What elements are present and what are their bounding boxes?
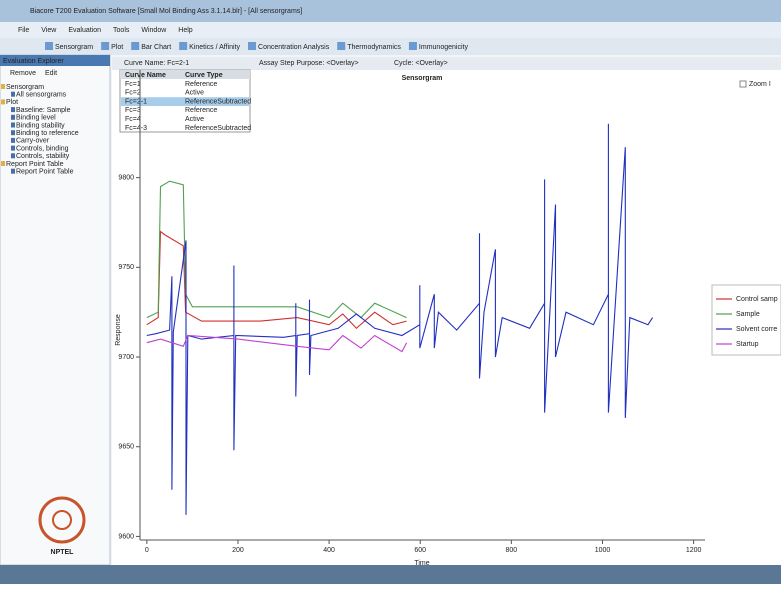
- tree-icon: [1, 84, 5, 89]
- menu-item[interactable]: File: [18, 27, 29, 34]
- toolbar-icon: [337, 42, 345, 50]
- explorer-button[interactable]: Remove: [10, 70, 36, 77]
- tree-icon: [11, 92, 15, 97]
- filter[interactable]: Curve Name: Fc=2-1: [124, 60, 189, 67]
- table-cell[interactable]: Fc=1: [125, 81, 141, 88]
- legend-label: Startup: [736, 341, 759, 348]
- x-tick-label: 400: [323, 547, 335, 554]
- tree-item[interactable]: Report Point Table: [6, 161, 64, 168]
- y-tick-label: 9600: [118, 533, 134, 540]
- chart-area: [112, 57, 781, 565]
- tree-item[interactable]: Sensorgram: [6, 84, 44, 91]
- tree-item[interactable]: Binding stability: [16, 122, 65, 129]
- y-tick-label: 9700: [118, 354, 134, 361]
- explorer-title: Evaluation Explorer: [3, 58, 64, 65]
- menu-item[interactable]: Help: [178, 27, 193, 34]
- chart-title: Sensorgram: [402, 75, 443, 82]
- table-header: Curve Name: [125, 72, 166, 79]
- tree-icon: [11, 123, 15, 128]
- table-cell[interactable]: Fc=4-3: [125, 125, 147, 132]
- window-title: Biacore T200 Evaluation Software [Small …: [30, 8, 302, 15]
- tree-item[interactable]: Controls, stability: [16, 153, 70, 160]
- tree-icon: [11, 169, 15, 174]
- tree-icon: [11, 115, 15, 120]
- taskbar: [0, 565, 781, 584]
- table-cell[interactable]: ReferenceSubtracted: [185, 98, 251, 105]
- explorer-button[interactable]: Edit: [45, 70, 57, 77]
- toolbar-button[interactable]: Kinetics / Affinity: [189, 44, 240, 51]
- tree-item[interactable]: All sensorgrams: [16, 92, 67, 99]
- toolbar-icon: [101, 42, 109, 50]
- tree-icon: [11, 138, 15, 143]
- zoom-label: Zoom I: [749, 81, 771, 88]
- toolbar-button[interactable]: Thermodynamics: [347, 44, 401, 51]
- tree-item[interactable]: Baseline: Sample: [16, 107, 71, 114]
- table-cell[interactable]: Fc=4: [125, 116, 141, 123]
- tree-icon: [11, 146, 15, 151]
- table-cell[interactable]: Active: [185, 90, 204, 97]
- toolbar-icon: [248, 42, 256, 50]
- tree-item[interactable]: Binding level: [16, 115, 56, 122]
- y-tick-label: 9750: [118, 264, 134, 271]
- logo-text: NPTEL: [51, 549, 75, 556]
- menu-item[interactable]: View: [41, 27, 57, 34]
- x-axis-label: Time: [414, 560, 429, 567]
- toolbar-icon: [179, 42, 187, 50]
- toolbar-button[interactable]: Bar Chart: [141, 44, 171, 51]
- tree-icon: [11, 130, 15, 135]
- toolbar-button[interactable]: Immunogenicity: [419, 44, 469, 51]
- table-cell[interactable]: Reference: [185, 107, 217, 114]
- toolbar-icon: [45, 42, 53, 50]
- tree-item[interactable]: Report Point Table: [16, 169, 74, 176]
- tree-icon: [11, 153, 15, 158]
- toolbar-icon: [409, 42, 417, 50]
- y-axis-label: Response: [115, 314, 122, 346]
- x-tick-label: 800: [506, 547, 518, 554]
- x-tick-label: 600: [414, 547, 426, 554]
- x-tick-label: 0: [145, 547, 149, 554]
- toolbar-icon: [131, 42, 139, 50]
- table-cell[interactable]: ReferenceSubtracted: [185, 125, 251, 132]
- table-cell[interactable]: Reference: [185, 81, 217, 88]
- menu-item[interactable]: Window: [141, 27, 167, 34]
- menu-item[interactable]: Evaluation: [68, 27, 101, 34]
- tree-icon: [1, 99, 5, 104]
- y-tick-label: 9800: [118, 174, 134, 181]
- toolbar-button[interactable]: Concentration Analysis: [258, 44, 330, 51]
- x-tick-label: 1000: [595, 547, 611, 554]
- x-tick-label: 200: [232, 547, 244, 554]
- table-cell[interactable]: Fc=2-1: [125, 98, 147, 105]
- screen: Biacore T200 Evaluation Software [Small …: [0, 0, 781, 584]
- zoom-checkbox[interactable]: [740, 81, 746, 87]
- table-header: Curve Type: [185, 72, 223, 79]
- tree-icon: [11, 107, 15, 112]
- table-cell[interactable]: Active: [185, 116, 204, 123]
- filter[interactable]: Assay Step Purpose: <Overlay>: [259, 60, 359, 67]
- table-cell[interactable]: Fc=3: [125, 107, 141, 114]
- legend-label: Solvent corre: [736, 326, 777, 333]
- tree-icon: [1, 161, 5, 166]
- y-tick-label: 9650: [118, 444, 134, 451]
- toolbar-button[interactable]: Sensorgram: [55, 44, 93, 51]
- filter[interactable]: Cycle: <Overlay>: [394, 60, 448, 67]
- tree-item[interactable]: Carry-over: [16, 138, 50, 145]
- tree-item[interactable]: Controls, binding: [16, 145, 69, 152]
- toolbar-button[interactable]: Plot: [111, 44, 123, 51]
- legend-label: Sample: [736, 311, 760, 318]
- menu-item[interactable]: Tools: [113, 27, 130, 34]
- x-tick-label: 1200: [686, 547, 702, 554]
- tree-item[interactable]: Plot: [6, 99, 18, 106]
- table-cell[interactable]: Fc=2: [125, 90, 141, 97]
- legend-label: Control samp: [736, 296, 778, 303]
- tree-item[interactable]: Binding to reference: [16, 130, 79, 137]
